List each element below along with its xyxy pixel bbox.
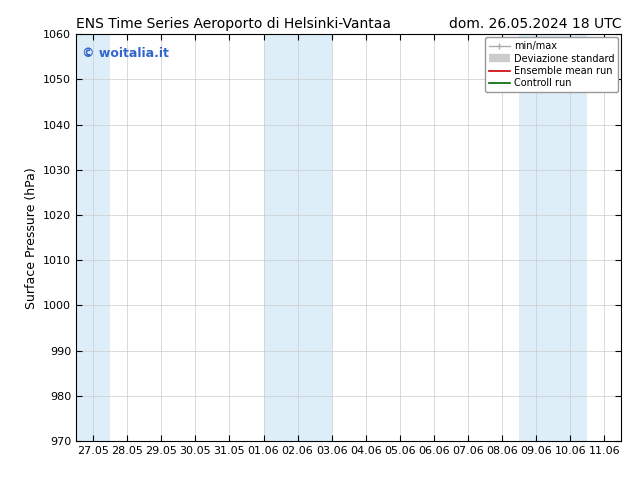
- Y-axis label: Surface Pressure (hPa): Surface Pressure (hPa): [25, 167, 37, 309]
- Bar: [76, 34, 110, 441]
- Text: dom. 26.05.2024 18 UTC: dom. 26.05.2024 18 UTC: [449, 17, 621, 31]
- Bar: [519, 34, 587, 441]
- Text: © woitalia.it: © woitalia.it: [82, 47, 169, 59]
- Legend: min/max, Deviazione standard, Ensemble mean run, Controll run: min/max, Deviazione standard, Ensemble m…: [485, 37, 618, 92]
- Bar: [264, 34, 332, 441]
- Text: ENS Time Series Aeroporto di Helsinki-Vantaa: ENS Time Series Aeroporto di Helsinki-Va…: [76, 17, 391, 31]
